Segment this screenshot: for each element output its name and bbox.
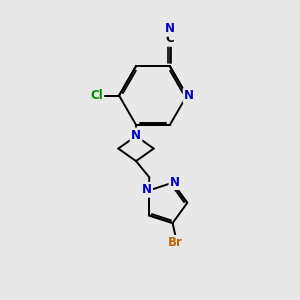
Text: N: N bbox=[165, 22, 175, 35]
Text: N: N bbox=[184, 89, 194, 102]
Text: Cl: Cl bbox=[90, 89, 103, 102]
Text: N: N bbox=[170, 176, 180, 189]
Text: N: N bbox=[142, 183, 152, 196]
Text: C: C bbox=[166, 32, 174, 45]
Text: Br: Br bbox=[168, 236, 183, 249]
Text: N: N bbox=[131, 129, 141, 142]
